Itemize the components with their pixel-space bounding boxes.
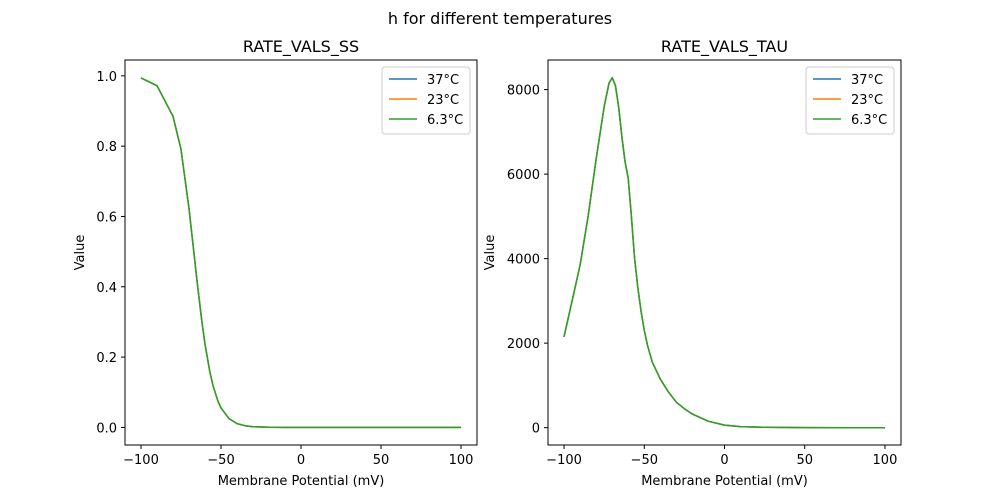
y-tick-label: 0: [532, 422, 540, 437]
x-tick-label: 0: [720, 453, 728, 468]
y-axis-label: Value: [483, 235, 498, 271]
y-tick-label: 0.2: [96, 351, 117, 366]
y-axis-label: Value: [73, 235, 88, 271]
x-tick-label: −50: [631, 453, 658, 468]
legend-box: [805, 66, 895, 135]
subplot-2: RATE_VALS_TAU −100 −50 0 50 100 0 2000 4000 6000 8…: [483, 37, 902, 489]
legend-label: 23°C: [851, 93, 883, 108]
legend-box: [381, 66, 471, 135]
x-tick-label: 100: [873, 453, 898, 468]
subplot-1: RATE_VALS_SS −100 −50 0 50 100 0.0 0.2 0.4 0.6 0.8…: [73, 37, 478, 489]
figure-suptitle: h for different temperatures: [388, 9, 612, 28]
legend: 37°C 23°C 6.3°C: [381, 66, 471, 135]
x-tick-label: 50: [373, 453, 390, 468]
y-tick-label: 0.6: [96, 210, 117, 225]
x-tick-label: −100: [546, 453, 582, 468]
y-tick-label: 0.0: [96, 421, 117, 436]
series-line-2: [563, 76, 885, 429]
y-tick-label: 0.8: [96, 140, 117, 155]
y-tick-label: 2000: [507, 337, 540, 352]
y-tick-label: 6000: [507, 168, 540, 183]
series-line-2: [140, 77, 461, 429]
y-tick-label: 4000: [507, 253, 540, 268]
x-tick-label: 100: [449, 453, 474, 468]
legend-label: 23°C: [427, 93, 459, 108]
y-tick-label: 8000: [507, 84, 540, 99]
legend-label: 6.3°C: [427, 113, 463, 128]
x-axis-label: Membrane Potential (mV): [641, 474, 808, 489]
x-axis-label: Membrane Potential (mV): [218, 474, 385, 489]
legend-label: 6.3°C: [851, 113, 887, 128]
x-tick-label: 0: [297, 453, 305, 468]
subplot-title: RATE_VALS_TAU: [661, 37, 788, 57]
y-tick-label: 1.0: [96, 70, 117, 85]
subplot-title: RATE_VALS_SS: [243, 37, 359, 57]
y-tick-label: 0.4: [96, 281, 117, 296]
legend-label: 37°C: [427, 73, 459, 88]
x-tick-label: −100: [123, 453, 159, 468]
x-tick-label: 50: [796, 453, 813, 468]
legend-label: 37°C: [851, 73, 883, 88]
legend: 37°C 23°C 6.3°C: [805, 66, 895, 135]
x-tick-label: −50: [207, 453, 234, 468]
